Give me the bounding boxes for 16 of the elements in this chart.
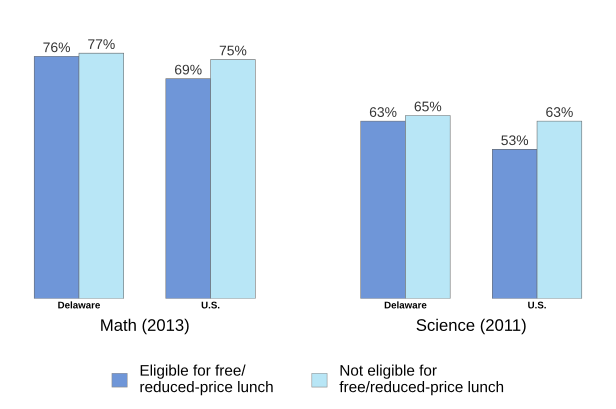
legend-label: Eligible for free/ reduced-price lunch <box>140 364 273 396</box>
x-axis-title: Science (2011) <box>416 318 526 334</box>
data-label: 75% <box>220 46 246 56</box>
data-label: 77% <box>88 39 115 49</box>
x-tick-label: Delaware <box>384 301 426 308</box>
data-label: 63% <box>370 107 396 117</box>
data-label: 76% <box>43 42 70 52</box>
data-label: 63% <box>546 107 573 117</box>
legend-label: Not eligible for free/reduced-price lunch <box>340 364 504 396</box>
x-tick-label: U.S. <box>528 302 546 308</box>
x-tick-label: Delaware <box>58 301 100 308</box>
x-axis-title: Math (2013) <box>101 318 189 334</box>
data-label: 53% <box>501 135 528 146</box>
data-label: 69% <box>174 64 202 75</box>
data-label: 65% <box>414 102 442 112</box>
x-tick-label: U.S. <box>202 302 220 308</box>
